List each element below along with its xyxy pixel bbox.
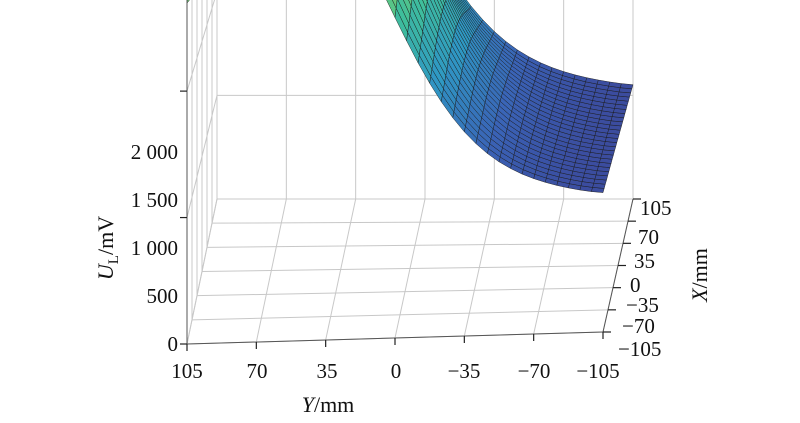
y-tick-label: 35 (317, 359, 338, 383)
z-axis-label: UL/mV (93, 216, 122, 280)
x-tick-label: −35 (626, 293, 659, 317)
x-tick-label: −105 (618, 337, 661, 361)
y-tick-label: 70 (247, 359, 268, 383)
z-tick-label: 0 (168, 332, 179, 356)
wall-gridline (186, 95, 218, 218)
z-tick-label: 500 (147, 284, 179, 308)
y-tick-label: 0 (391, 359, 402, 383)
x-tick-label: 35 (634, 249, 655, 273)
z-tick-labels: 0 500 1 000 1 500 2 000 (131, 140, 178, 356)
z-axis-label-sub: L (106, 255, 122, 264)
surface-cell (620, 83, 634, 90)
y-tick-label: −35 (448, 359, 481, 383)
axes (180, 0, 641, 351)
x-axis-label-var: X (687, 287, 712, 303)
z-tick-label: 2 000 (131, 140, 178, 164)
z-axis-label-main: U (93, 262, 118, 280)
x-tick-label: 70 (638, 225, 659, 249)
x-tick-label: −70 (622, 314, 655, 338)
y-tick-labels: 105 70 35 0 −35 −70 −105 (171, 359, 619, 383)
floor-gridline (196, 287, 614, 297)
surface-cell (186, 0, 190, 4)
y-axis-label-var: Y (302, 392, 317, 417)
floor-gridline (201, 265, 619, 272)
surface-mesh (186, 0, 634, 193)
y-tick-label: −105 (576, 359, 619, 383)
wall-gridline (186, 198, 218, 345)
z-tick-label: 1 500 (131, 188, 178, 212)
floor-gridline (211, 220, 629, 224)
wall-gridline (186, 0, 215, 92)
x-tick-label: 0 (630, 273, 641, 297)
floor-gridline (206, 242, 624, 248)
y-tick-label: 105 (171, 359, 203, 383)
z-axis-label-unit: /mV (93, 216, 118, 255)
x-tick-labels: 105 70 35 0 −35 −70 −105 (618, 196, 672, 361)
z-tick-label: 1 000 (131, 236, 178, 260)
y-axis-label: Y/mm (302, 392, 355, 417)
x-tick-label: 105 (640, 196, 672, 220)
x-axis-label: X/mm (687, 248, 712, 303)
x-axis-label-unit: /mm (687, 248, 712, 288)
y-tick-label: −70 (518, 359, 551, 383)
y-axis-label-unit: /mm (314, 392, 354, 417)
floor-gridline (191, 309, 609, 321)
